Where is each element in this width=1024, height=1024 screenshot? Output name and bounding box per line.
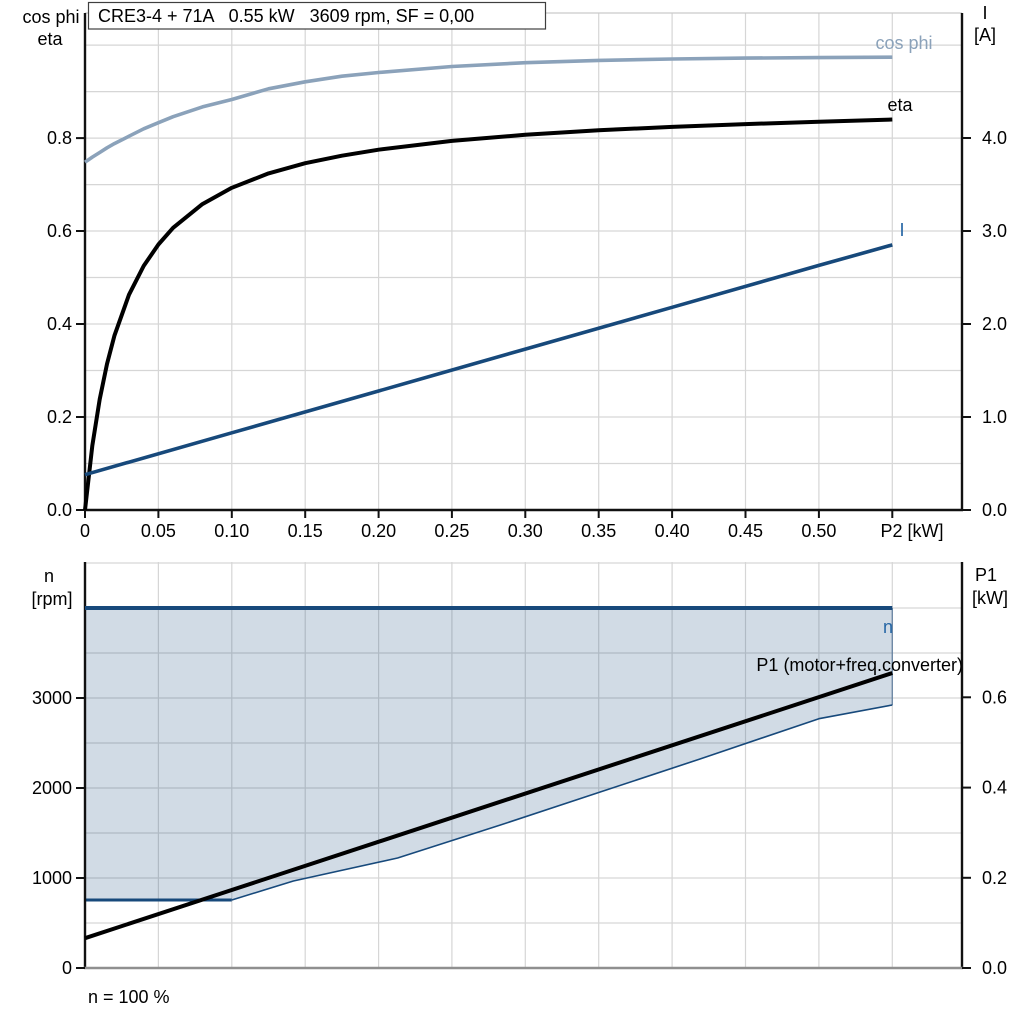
right-axis-header-current: I xyxy=(982,3,987,23)
right-tick-label: 2.0 xyxy=(982,314,1007,334)
series-cos-phi xyxy=(83,55,893,164)
curve-label-cosphi: cos phi xyxy=(875,33,932,53)
right-tick-label: 0.2 xyxy=(982,868,1007,888)
x-tick-label: 0.20 xyxy=(361,521,396,541)
series-eta xyxy=(83,117,893,511)
x-tick-label: 0.35 xyxy=(581,521,616,541)
right-axis-header-current-unit: [A] xyxy=(974,25,996,45)
top-chart: 0.0 0.2 0.4 0.6 0.8 0.0 1.0 2.0 3.0 4.0 0 0.05 0.10 0… xyxy=(47,12,1007,541)
left-tick-label: 0.8 xyxy=(47,128,72,148)
series-p1-motor-freq-converter xyxy=(84,671,893,941)
right-tick-label: 0.4 xyxy=(982,778,1007,798)
chart-title: CRE3-4 + 71A 0.55 kW 3609 rpm, SF = 0,00 xyxy=(98,6,474,26)
right-tick-label: 4.0 xyxy=(982,128,1007,148)
x-tick-label: 0.50 xyxy=(801,521,836,541)
right-tick-label: 3.0 xyxy=(982,221,1007,241)
right-tick-label: 0.6 xyxy=(982,687,1007,707)
x-tick-label: 0.45 xyxy=(728,521,763,541)
right-tick-label: 1.0 xyxy=(982,407,1007,427)
operating-range-area xyxy=(85,608,893,900)
left-axis-header-eta: eta xyxy=(37,29,63,49)
x-tick-label: 0.10 xyxy=(214,521,249,541)
left-tick-label: 0.0 xyxy=(47,500,72,520)
x-tick-label: 0 xyxy=(80,521,90,541)
left-tick-label: 0 xyxy=(62,958,72,978)
left-axis-header-speed: n xyxy=(44,566,54,586)
curve-label-speed: n xyxy=(883,617,893,637)
x-tick-label: 0.40 xyxy=(655,521,690,541)
right-axis-header-p1-unit: [kW] xyxy=(972,588,1008,608)
curve-label-eta: eta xyxy=(887,95,913,115)
area-lower-boundary xyxy=(231,704,893,901)
left-tick-label: 0.4 xyxy=(47,314,72,334)
x-tick-label: 0.15 xyxy=(288,521,323,541)
right-tick-label: 0.0 xyxy=(982,958,1007,978)
title-box-frame xyxy=(87,1,547,30)
left-tick-label: 2000 xyxy=(32,778,72,798)
left-tick-label: 0.6 xyxy=(47,221,72,241)
right-tick-label: 0.0 xyxy=(982,500,1007,520)
left-tick-label: 3000 xyxy=(32,688,72,708)
x-axis-label: P2 [kW] xyxy=(880,521,943,541)
left-axis-header-cosphi: cos phi xyxy=(22,7,79,27)
x-tick-label: 0.05 xyxy=(141,521,176,541)
x-tick-label: 0.25 xyxy=(434,521,469,541)
x-tick-label: 0.30 xyxy=(508,521,543,541)
speed-footnote: n = 100 % xyxy=(88,987,170,1007)
bottom-chart: 0 1000 2000 3000 0.0 0.2 0.4 0.6 xyxy=(32,562,1007,978)
series-i xyxy=(84,243,893,477)
right-axis-header-p1: P1 xyxy=(975,565,997,585)
curve-label-p1: P1 (motor+freq.converter) xyxy=(756,655,963,675)
chart-title-box: CRE3-4 + 71A 0.55 kW 3609 rpm, SF = 0,00 xyxy=(87,1,547,30)
left-tick-label: 0.2 xyxy=(47,407,72,427)
curve-label-current: I xyxy=(899,220,904,240)
left-axis-header-speed-unit: [rpm] xyxy=(31,589,72,609)
left-tick-label: 1000 xyxy=(32,868,72,888)
